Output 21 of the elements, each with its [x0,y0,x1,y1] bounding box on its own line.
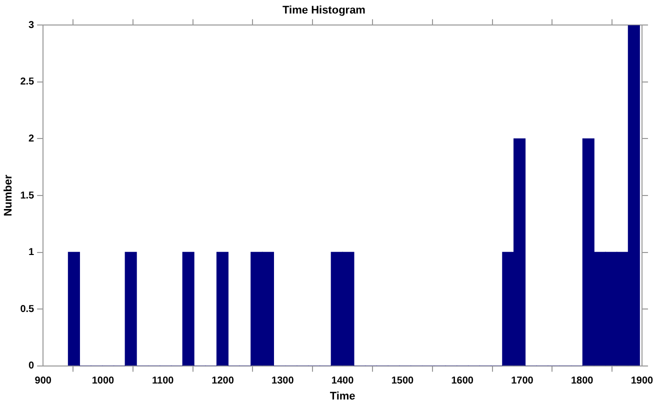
x-tick-label: 1200 [212,376,234,387]
y-tick-label: 2.5 [20,76,35,88]
y-tick-label: 3 [28,20,35,31]
x-tick-label: 1500 [391,376,414,387]
x-axis-title: Time [330,390,356,402]
x-tick-label: 1400 [331,376,354,387]
x-tick-label: 1700 [511,376,534,387]
y-tick-label: 2 [28,133,35,144]
y-tick-label: 1.5 [20,190,35,202]
x-tick-label: 1100 [152,376,174,387]
y-tick-label: 0 [28,360,35,372]
y-axis-title: Number [2,174,15,216]
y-tick-label: 1 [28,247,35,258]
chart-title: Time Histogram [282,4,366,17]
x-tick-label: 1000 [92,376,115,387]
x-tick-label: 900 [34,376,52,387]
y-tick-label: 0.5 [20,304,35,315]
x-tick-label: 1600 [451,376,474,387]
x-tick-label: 1800 [570,376,594,387]
x-tick-label: 1900 [630,376,654,387]
x-tick-label: 1300 [272,376,294,387]
